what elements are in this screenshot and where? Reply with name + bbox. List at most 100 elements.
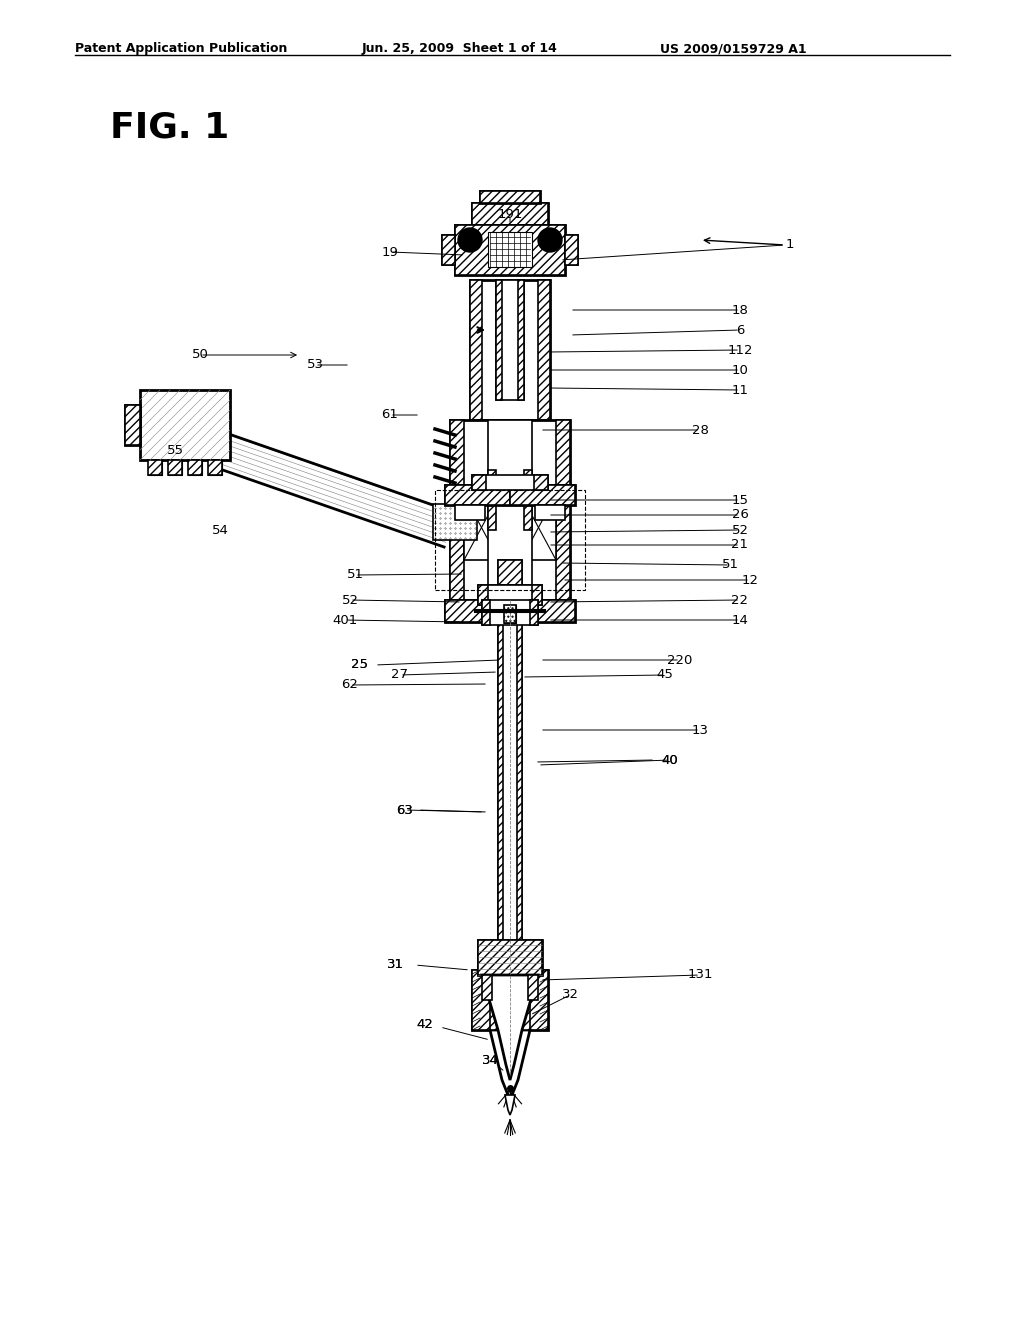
Text: 14: 14	[731, 614, 749, 627]
Text: 31: 31	[386, 958, 403, 972]
Text: 15: 15	[731, 494, 749, 507]
Text: 22: 22	[731, 594, 749, 606]
Bar	[524, 470, 532, 531]
Text: 25: 25	[351, 659, 369, 672]
Text: 34: 34	[481, 1053, 499, 1067]
Text: 52: 52	[341, 594, 358, 606]
Bar	[498, 605, 503, 970]
Bar	[442, 235, 455, 265]
Bar	[504, 605, 516, 623]
Bar	[455, 224, 565, 275]
Bar	[565, 235, 578, 265]
Bar	[435, 490, 585, 590]
Bar	[168, 459, 182, 475]
Text: 40: 40	[662, 754, 678, 767]
Bar	[510, 484, 575, 506]
Text: 63: 63	[396, 804, 414, 817]
Bar	[522, 990, 530, 1030]
Bar	[470, 280, 550, 420]
Text: 12: 12	[741, 573, 759, 586]
Text: 51: 51	[722, 558, 738, 572]
Bar	[472, 475, 548, 490]
Bar	[445, 601, 510, 622]
Bar	[534, 475, 548, 490]
Bar	[488, 420, 532, 585]
Bar	[445, 484, 510, 506]
Text: 62: 62	[342, 678, 358, 692]
Bar	[517, 605, 522, 970]
Bar	[472, 203, 548, 224]
Text: 42: 42	[417, 1019, 433, 1031]
Text: 28: 28	[691, 424, 709, 437]
Bar	[125, 405, 140, 445]
Text: 11: 11	[731, 384, 749, 396]
Text: 61: 61	[382, 408, 398, 421]
Bar	[125, 405, 140, 445]
Bar	[518, 280, 524, 400]
Text: 31: 31	[386, 958, 403, 972]
Bar	[488, 232, 532, 267]
Bar	[208, 459, 222, 475]
Bar	[455, 224, 565, 275]
Bar	[482, 601, 490, 624]
Bar	[480, 191, 540, 203]
Bar	[502, 585, 518, 605]
Bar	[510, 601, 575, 622]
Bar	[168, 459, 182, 475]
Text: FIG. 1: FIG. 1	[110, 110, 229, 144]
Bar	[496, 280, 502, 400]
Text: 40: 40	[662, 754, 678, 767]
Text: 112: 112	[727, 343, 753, 356]
Bar	[472, 475, 486, 490]
Bar	[490, 990, 498, 1030]
Text: 21: 21	[731, 539, 749, 552]
Bar	[498, 560, 522, 585]
Bar	[478, 940, 542, 975]
Bar	[148, 459, 162, 475]
Polygon shape	[490, 1030, 530, 1100]
Text: 53: 53	[306, 359, 324, 371]
Text: 52: 52	[731, 524, 749, 536]
Bar	[482, 601, 538, 624]
Polygon shape	[505, 1096, 515, 1115]
Text: 34: 34	[481, 1053, 499, 1067]
Bar	[478, 940, 542, 975]
Text: 220: 220	[668, 653, 692, 667]
Bar	[498, 560, 522, 585]
Bar	[455, 506, 485, 520]
Bar	[188, 459, 202, 475]
Bar	[450, 420, 570, 601]
Bar	[442, 235, 455, 265]
Text: 54: 54	[212, 524, 228, 536]
Text: Jun. 25, 2009  Sheet 1 of 14: Jun. 25, 2009 Sheet 1 of 14	[362, 42, 558, 55]
Text: 63: 63	[396, 804, 414, 817]
Bar	[472, 970, 548, 1030]
Bar	[188, 459, 202, 475]
Bar	[528, 975, 538, 1001]
Bar	[498, 605, 522, 970]
Text: 191: 191	[498, 209, 522, 222]
Text: 25: 25	[351, 659, 369, 672]
Bar	[472, 970, 548, 1030]
Bar	[504, 605, 516, 623]
Text: 401: 401	[333, 614, 357, 627]
Bar	[470, 280, 482, 420]
Text: 45: 45	[656, 668, 674, 681]
Text: 131: 131	[687, 969, 713, 982]
Bar	[445, 484, 575, 506]
Text: 55: 55	[167, 444, 183, 457]
Text: 13: 13	[691, 723, 709, 737]
Bar	[530, 601, 538, 624]
Text: 1: 1	[785, 239, 795, 252]
Bar	[140, 389, 230, 459]
Text: Patent Application Publication: Patent Application Publication	[75, 42, 288, 55]
Circle shape	[458, 228, 482, 252]
Bar	[502, 585, 518, 605]
Bar	[565, 235, 578, 265]
Circle shape	[538, 228, 562, 252]
Text: US 2009/0159729 A1: US 2009/0159729 A1	[660, 42, 807, 55]
Text: 50: 50	[191, 348, 209, 362]
Bar	[532, 585, 542, 605]
Text: 18: 18	[731, 304, 749, 317]
Bar	[208, 459, 222, 475]
